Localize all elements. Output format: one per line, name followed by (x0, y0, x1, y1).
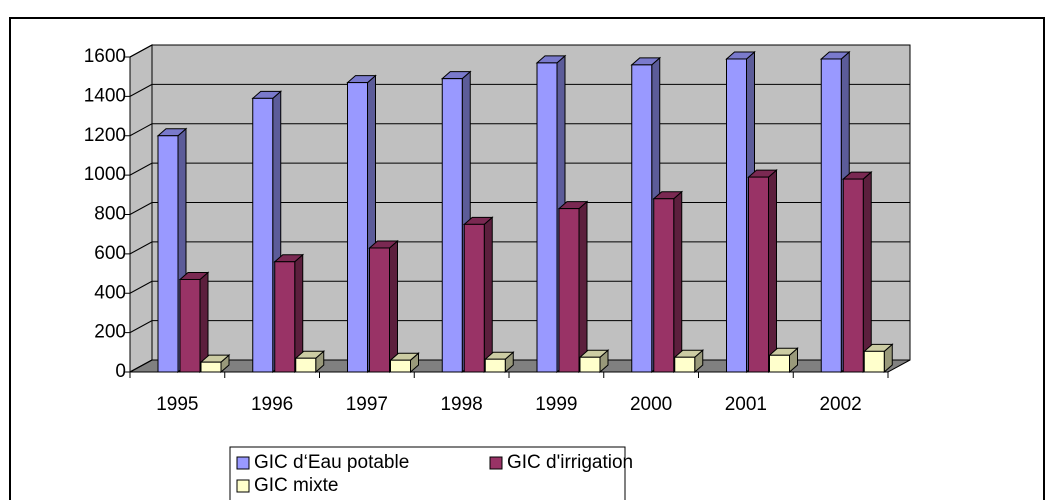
bar-front (347, 82, 368, 373)
bar-front (157, 135, 179, 373)
y-tick-label: 800 (94, 204, 126, 225)
x-tick-label: 1996 (251, 394, 293, 415)
bar-front (536, 62, 558, 373)
bar (178, 271, 210, 374)
bar-side (578, 200, 588, 374)
bar-front (842, 178, 864, 373)
bar (557, 200, 589, 374)
bar-front (863, 350, 885, 373)
bar-front (820, 58, 842, 373)
bar (368, 239, 399, 374)
bar-front (484, 358, 506, 373)
y-tick-label: 1600 (84, 46, 126, 67)
bar-front (653, 198, 675, 373)
legend-label: GIC d‘Eau potable (254, 452, 409, 473)
bar-front (441, 78, 463, 373)
bar (841, 170, 873, 374)
x-tick-label: 1997 (346, 394, 388, 415)
bar-side (673, 190, 683, 374)
bar-front (252, 97, 274, 373)
bar (652, 190, 684, 374)
bar (273, 253, 305, 374)
bar-front (200, 361, 222, 373)
bar (389, 352, 420, 374)
x-tick-label: 2000 (630, 394, 672, 415)
legend-label: GIC mixte (254, 475, 338, 496)
bar-front (674, 356, 696, 373)
y-tick-label: 1400 (84, 85, 126, 106)
legend-swatch (236, 479, 250, 493)
bar (768, 347, 799, 374)
grid-line-side (129, 83, 153, 97)
bar (747, 168, 778, 374)
y-tick-label: 1200 (84, 125, 126, 146)
bar (673, 349, 705, 374)
bar-front (390, 359, 411, 373)
bar-front (579, 356, 601, 373)
bar-front (726, 58, 747, 373)
y-tick-label: 1000 (84, 164, 126, 185)
legend-label: GIC d'irrigation (507, 452, 633, 473)
y-tick-label: 0 (115, 361, 126, 382)
grid-line-side (129, 202, 153, 215)
grid-line-side (129, 280, 153, 294)
bar (483, 351, 515, 374)
bar-side (483, 216, 493, 374)
grid-line-side (129, 162, 153, 176)
y-tick-label: 600 (94, 243, 126, 264)
y-tick-label: 400 (94, 282, 126, 303)
grid-line-side (129, 123, 153, 137)
bar-front (369, 247, 390, 373)
bar-front (769, 354, 790, 373)
bar (462, 216, 494, 374)
x-tick-label: 2001 (725, 394, 767, 415)
bar-front (463, 223, 485, 373)
bar-front (295, 357, 317, 373)
bar-front (748, 176, 769, 373)
bar-front (631, 64, 653, 373)
bar-front (558, 208, 580, 373)
legend-swatch (236, 456, 250, 470)
bar (199, 354, 231, 374)
bar-side (389, 239, 398, 374)
grid-line-side (129, 359, 153, 373)
bar (578, 349, 610, 374)
grid-line-side (129, 44, 153, 58)
grid-line-side (129, 320, 153, 334)
bar-side (768, 168, 777, 374)
y-tick-label: 200 (94, 322, 126, 343)
legend (229, 446, 626, 500)
bar (294, 350, 326, 374)
bar (862, 343, 894, 374)
bar-side (862, 170, 872, 374)
x-tick-label: 2002 (819, 394, 861, 415)
grid-line-side (129, 241, 153, 255)
bar-front (274, 261, 296, 373)
x-tick-label: 1998 (440, 394, 482, 415)
x-tick-label: 1999 (535, 394, 577, 415)
bar-front (179, 278, 201, 373)
legend-swatch (489, 456, 503, 470)
x-tick-label: 1995 (156, 394, 198, 415)
